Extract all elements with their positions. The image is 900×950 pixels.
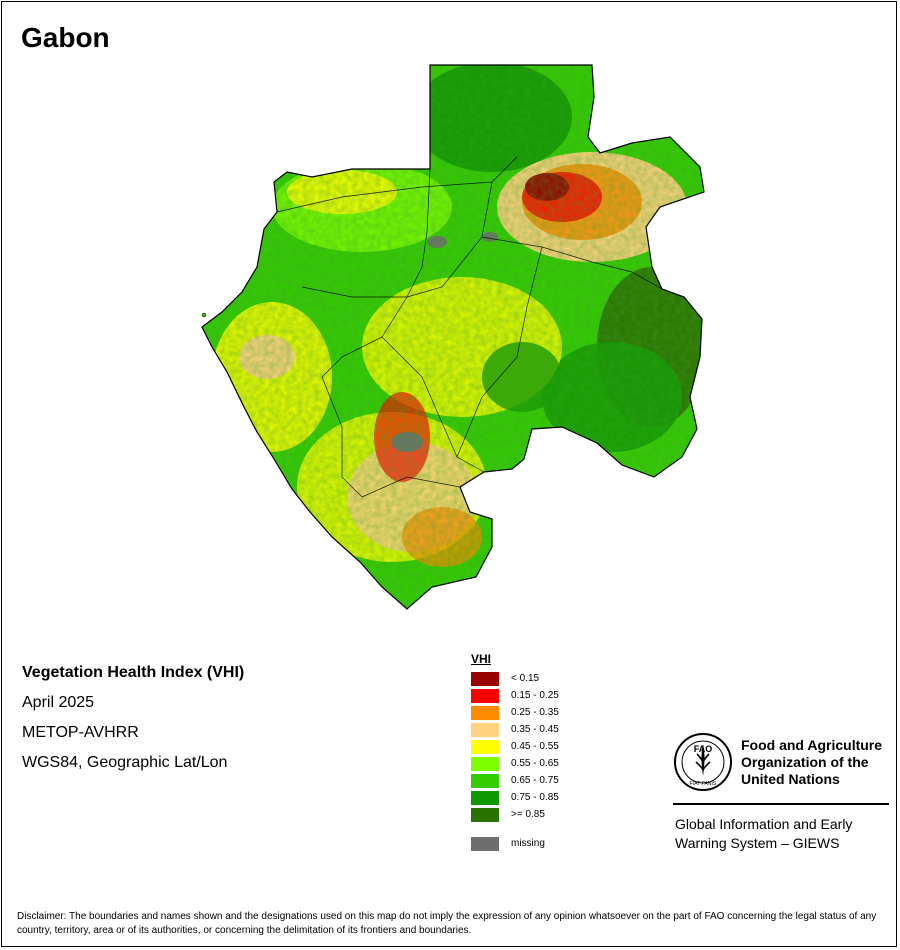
divider xyxy=(673,803,889,805)
legend-label: >= 0.85 xyxy=(511,809,545,820)
projection-info: WGS84, Geographic Lat/Lon xyxy=(22,754,228,771)
legend-label: 0.15 - 0.25 xyxy=(511,690,559,701)
vhi-legend: VHI < 0.15 0.15 - 0.25 0.25 - 0.35 0.35 … xyxy=(471,652,591,852)
legend-label: 0.65 - 0.75 xyxy=(511,775,559,786)
map-info: Vegetation Health Index (VHI) April 2025… xyxy=(22,658,244,778)
legend-label: 0.25 - 0.35 xyxy=(511,707,559,718)
legend-label: 0.75 - 0.85 xyxy=(511,792,559,803)
legend-swatch xyxy=(471,807,499,822)
legend-swatch xyxy=(471,790,499,805)
product-title: Vegetation Health Index (VHI) xyxy=(22,664,245,681)
legend-label: 0.35 - 0.45 xyxy=(511,724,559,735)
legend-item: 0.75 - 0.85 xyxy=(471,789,591,806)
legend-swatch xyxy=(471,836,499,851)
country-title: Gabon xyxy=(21,22,110,53)
legend-item: 0.35 - 0.45 xyxy=(471,721,591,738)
legend-title: VHI xyxy=(471,652,492,666)
legend-item: 0.15 - 0.25 xyxy=(471,687,591,704)
legend-swatch xyxy=(471,739,499,754)
legend-item: 0.65 - 0.75 xyxy=(471,772,591,789)
map-period: April 2025 xyxy=(22,694,95,711)
legend-label: < 0.15 xyxy=(511,673,540,684)
legend-swatch xyxy=(471,773,499,788)
legend-item: 0.45 - 0.55 xyxy=(471,738,591,755)
legend-label: 0.55 - 0.65 xyxy=(511,758,559,769)
legend-swatch xyxy=(471,722,499,737)
disclaimer: Disclaimer: The boundaries and names sho… xyxy=(17,911,877,936)
legend-swatch xyxy=(471,756,499,771)
island xyxy=(201,312,207,318)
fao-logo: FAO FIAT PANIS xyxy=(674,733,732,791)
sensor-name: METOP-AVHRR xyxy=(22,724,139,741)
legend-item-missing: missing xyxy=(471,835,591,852)
legend-item: 0.55 - 0.65 xyxy=(471,755,591,772)
legend-item: < 0.15 xyxy=(471,670,591,687)
legend-swatch xyxy=(471,688,499,703)
vhi-map xyxy=(201,64,705,610)
legend-swatch xyxy=(471,705,499,720)
legend-swatch xyxy=(471,671,499,686)
legend-label: missing xyxy=(511,838,545,849)
legend-item: 0.25 - 0.35 xyxy=(471,704,591,721)
fao-logo-motto: FIAT PANIS xyxy=(690,781,717,787)
legend-item: >= 0.85 xyxy=(471,806,591,823)
fao-organization-name: Food and Agriculture Organization of the… xyxy=(741,737,883,787)
fao-logo-letters: FAO xyxy=(694,744,713,754)
legend-label: 0.45 - 0.55 xyxy=(511,741,559,752)
province-boundaries xyxy=(276,156,663,498)
giews-program: Global Information and Early Warning Sys… xyxy=(675,816,853,851)
